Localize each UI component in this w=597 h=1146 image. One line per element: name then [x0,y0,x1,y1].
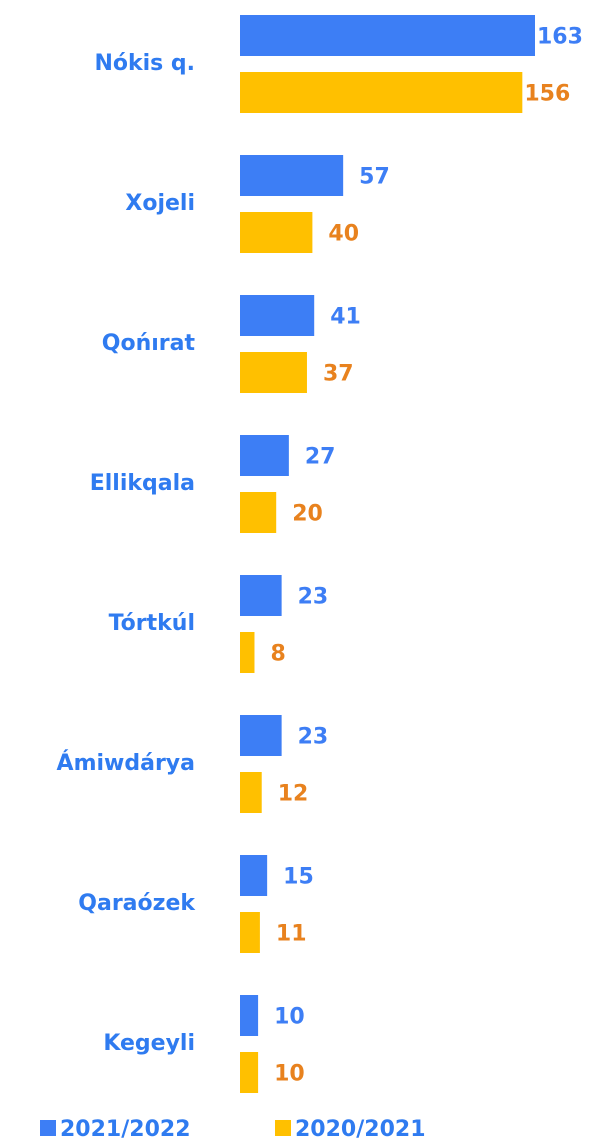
value-label: 10 [274,1005,305,1030]
bar [240,352,307,393]
value-label: 15 [283,865,314,890]
value-label: 23 [298,725,329,750]
value-label: 23 [298,585,329,610]
bar [240,912,260,953]
category-label: Qaraózek [78,891,196,916]
category-label: Ellikqala [90,471,195,496]
value-label: 163 [537,25,583,50]
bar [240,212,313,253]
bar [240,575,282,616]
bar [240,715,282,756]
category-label: Xojeli [125,191,195,216]
bar [240,632,255,673]
bar [240,15,535,56]
legend-swatch [40,1120,56,1136]
category-label: Qońırat [102,331,196,356]
category-label: Tórtkúl [109,611,195,636]
value-label: 37 [323,362,354,387]
bar [240,1052,259,1093]
category-label: Ámiwdárya [57,750,195,776]
value-label: 41 [330,305,361,330]
bar [240,435,289,476]
category-label: Nókis q. [94,51,195,76]
bar [240,855,268,896]
value-label: 11 [276,922,307,947]
bar [240,155,344,196]
legend-label: 2020/2021 [295,1117,426,1142]
bar [240,772,262,813]
value-label: 156 [524,82,570,107]
value-label: 40 [328,222,359,247]
value-label: 20 [292,502,323,527]
category-label: Kegeyli [103,1031,195,1056]
value-label: 8 [270,642,285,667]
value-label: 57 [359,165,390,190]
legend-swatch [275,1120,291,1136]
value-label: 10 [274,1062,305,1087]
value-label: 27 [305,445,336,470]
bar [240,492,277,533]
bar [240,72,523,113]
bar [240,995,259,1036]
value-label: 12 [278,782,309,807]
legend-label: 2021/2022 [60,1117,191,1142]
bar [240,295,315,336]
